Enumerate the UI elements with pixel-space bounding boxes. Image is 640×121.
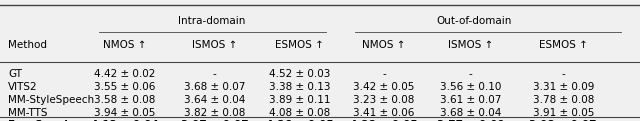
Text: -: - xyxy=(212,69,216,79)
Text: 3.98 ± 0.07: 3.98 ± 0.07 xyxy=(529,120,597,121)
Text: 3.94 ± 0.05: 3.94 ± 0.05 xyxy=(94,108,156,117)
Text: FaceSpeak: FaceSpeak xyxy=(8,120,72,121)
Text: NMOS ↑: NMOS ↑ xyxy=(103,40,147,50)
Text: MM-StyleSpeech: MM-StyleSpeech xyxy=(8,95,95,105)
Text: ISMOS ↑: ISMOS ↑ xyxy=(448,40,493,50)
Text: 3.64 ± 0.04: 3.64 ± 0.04 xyxy=(184,95,245,105)
Text: 4.13 ± 0.04: 4.13 ± 0.04 xyxy=(91,120,159,121)
Text: NMOS ↑: NMOS ↑ xyxy=(362,40,406,50)
Text: GT: GT xyxy=(8,69,22,79)
Text: 3.31 ± 0.09: 3.31 ± 0.09 xyxy=(532,82,594,92)
Text: 4.42 ± 0.02: 4.42 ± 0.02 xyxy=(94,69,156,79)
Text: 3.77 ± 0.09: 3.77 ± 0.09 xyxy=(436,120,504,121)
Text: Out-of-domain: Out-of-domain xyxy=(436,16,511,26)
Text: ESMOS ↑: ESMOS ↑ xyxy=(539,40,588,50)
Text: Method: Method xyxy=(8,40,47,50)
Text: 3.41 ± 0.06: 3.41 ± 0.06 xyxy=(353,108,415,117)
Text: -: - xyxy=(382,69,386,79)
Text: 3.61 ± 0.07: 3.61 ± 0.07 xyxy=(440,95,501,105)
Text: 3.78 ± 0.08: 3.78 ± 0.08 xyxy=(532,95,594,105)
Text: 3.68 ± 0.07: 3.68 ± 0.07 xyxy=(184,82,245,92)
Text: 4.36 ± 0.05: 4.36 ± 0.05 xyxy=(266,120,333,121)
Text: -: - xyxy=(561,69,565,79)
Text: 3.58 ± 0.08: 3.58 ± 0.08 xyxy=(94,95,156,105)
Text: -: - xyxy=(468,69,472,79)
Text: MM-TTS: MM-TTS xyxy=(8,108,48,117)
Text: ISMOS ↑: ISMOS ↑ xyxy=(192,40,237,50)
Text: 3.55 ± 0.06: 3.55 ± 0.06 xyxy=(94,82,156,92)
Text: 4.08 ± 0.08: 4.08 ± 0.08 xyxy=(269,108,330,117)
Text: 3.23 ± 0.08: 3.23 ± 0.08 xyxy=(353,95,415,105)
Text: 4.28 ± 0.05: 4.28 ± 0.05 xyxy=(350,120,418,121)
Text: 3.38 ± 0.13: 3.38 ± 0.13 xyxy=(269,82,330,92)
Text: 3.97 ± 0.07: 3.97 ± 0.07 xyxy=(180,120,248,121)
Text: VITS2: VITS2 xyxy=(8,82,38,92)
Text: 3.91 ± 0.05: 3.91 ± 0.05 xyxy=(532,108,594,117)
Text: ESMOS ↑: ESMOS ↑ xyxy=(275,40,324,50)
Text: 3.42 ± 0.05: 3.42 ± 0.05 xyxy=(353,82,415,92)
Text: 3.89 ± 0.11: 3.89 ± 0.11 xyxy=(269,95,330,105)
Text: 3.68 ± 0.04: 3.68 ± 0.04 xyxy=(440,108,501,117)
Text: 4.52 ± 0.03: 4.52 ± 0.03 xyxy=(269,69,330,79)
Text: 3.82 ± 0.08: 3.82 ± 0.08 xyxy=(184,108,245,117)
Text: Intra-domain: Intra-domain xyxy=(179,16,246,26)
Text: 3.56 ± 0.10: 3.56 ± 0.10 xyxy=(440,82,501,92)
